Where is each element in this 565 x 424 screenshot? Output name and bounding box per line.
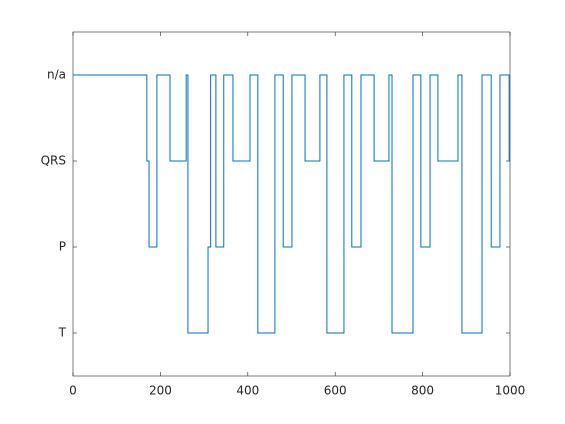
x-tick-label: 400 xyxy=(236,384,259,398)
x-tick-label: 800 xyxy=(411,384,434,398)
x-tick-label: 0 xyxy=(69,384,77,398)
y-tick-label: QRS xyxy=(41,154,66,168)
y-tick-label: n/a xyxy=(47,68,66,82)
x-tick-label: 600 xyxy=(324,384,347,398)
x-tick-label: 1000 xyxy=(495,384,526,398)
y-tick-label: P xyxy=(59,240,66,254)
x-tick-label: 200 xyxy=(149,384,172,398)
y-tick-label: T xyxy=(58,326,67,340)
signal-line xyxy=(73,74,510,334)
